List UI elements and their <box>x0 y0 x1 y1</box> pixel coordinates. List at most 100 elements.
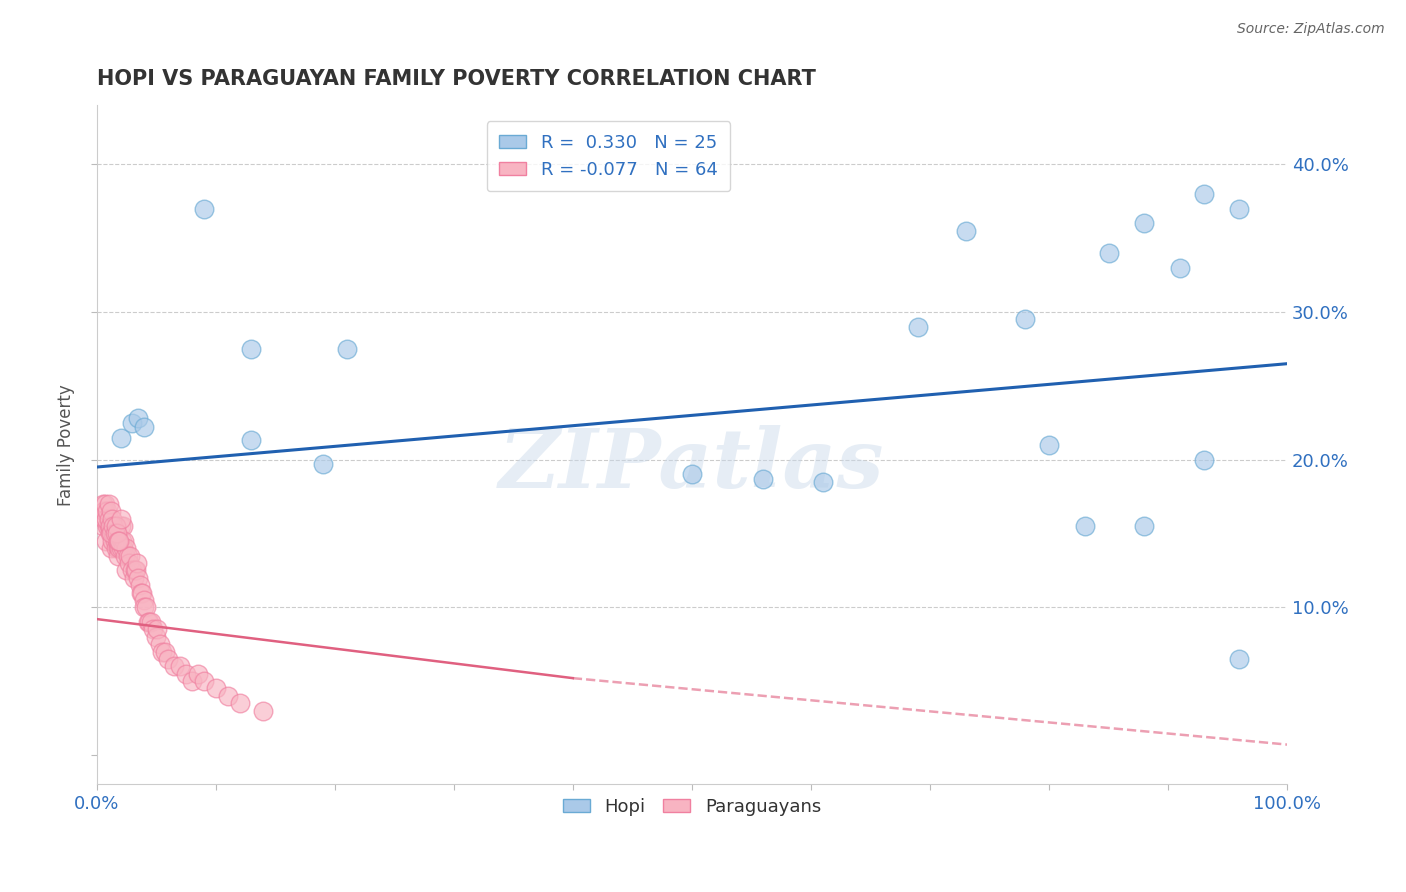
Point <box>107 549 129 563</box>
Point <box>103 526 125 541</box>
Point <box>1168 260 1191 275</box>
Point <box>169 659 191 673</box>
Point <box>104 519 127 533</box>
Point <box>115 563 138 577</box>
Point <box>112 533 135 548</box>
Point <box>105 526 128 541</box>
Point <box>108 541 131 556</box>
Point <box>153 644 176 658</box>
Point <box>146 623 169 637</box>
Point <box>93 512 115 526</box>
Y-axis label: Family Poverty: Family Poverty <box>58 384 75 506</box>
Point <box>217 689 239 703</box>
Point <box>98 526 121 541</box>
Point <box>149 637 172 651</box>
Point <box>114 549 136 563</box>
Point <box>134 600 156 615</box>
Point <box>1097 246 1119 260</box>
Point <box>131 585 153 599</box>
Point <box>91 497 114 511</box>
Point <box>101 533 124 548</box>
Text: HOPI VS PARAGUAYAN FAMILY POVERTY CORRELATION CHART: HOPI VS PARAGUAYAN FAMILY POVERTY CORREL… <box>97 69 815 88</box>
Point <box>124 563 146 577</box>
Point <box>134 420 156 434</box>
Point <box>129 585 152 599</box>
Point <box>145 630 167 644</box>
Point <box>91 519 114 533</box>
Point <box>1192 452 1215 467</box>
Point <box>752 472 775 486</box>
Point <box>204 681 226 696</box>
Point <box>240 434 263 448</box>
Point <box>811 475 834 489</box>
Point <box>187 666 209 681</box>
Point <box>128 578 150 592</box>
Point <box>157 652 180 666</box>
Point <box>111 519 134 533</box>
Point <box>125 563 148 577</box>
Point <box>100 526 122 541</box>
Point <box>101 512 124 526</box>
Point <box>111 533 134 548</box>
Point <box>141 615 163 629</box>
Point <box>94 504 117 518</box>
Point <box>110 512 132 526</box>
Point <box>252 704 274 718</box>
Point <box>1133 519 1156 533</box>
Point <box>142 623 165 637</box>
Point <box>136 615 159 629</box>
Point <box>118 549 141 563</box>
Point <box>97 512 120 526</box>
Point <box>174 666 197 681</box>
Point <box>107 541 129 556</box>
Point <box>96 519 118 533</box>
Point <box>103 533 125 548</box>
Point <box>134 593 156 607</box>
Text: ZIPatlas: ZIPatlas <box>499 425 884 505</box>
Point <box>1192 186 1215 201</box>
Point <box>108 533 131 548</box>
Point <box>1229 202 1251 216</box>
Point <box>97 512 120 526</box>
Point <box>96 533 118 548</box>
Point <box>110 541 132 556</box>
Point <box>97 519 120 533</box>
Point <box>104 541 127 556</box>
Point <box>955 224 977 238</box>
Point <box>127 571 149 585</box>
Point <box>110 519 132 533</box>
Point <box>103 519 125 533</box>
Point <box>127 556 149 570</box>
Point <box>127 411 149 425</box>
Point <box>193 674 215 689</box>
Point <box>1038 438 1060 452</box>
Point <box>111 541 134 556</box>
Point <box>98 519 121 533</box>
Point <box>118 556 141 570</box>
Point <box>93 504 115 518</box>
Point <box>181 674 204 689</box>
Point <box>100 519 122 533</box>
Point <box>134 600 156 615</box>
Point <box>121 563 143 577</box>
Point <box>907 319 929 334</box>
Point <box>681 467 703 482</box>
Point <box>100 504 122 518</box>
Point <box>110 430 132 444</box>
Point <box>107 533 129 548</box>
Point <box>103 519 125 533</box>
Point <box>193 202 215 216</box>
Point <box>1014 312 1036 326</box>
Point <box>100 541 122 556</box>
Point <box>228 696 250 710</box>
Point <box>163 659 186 673</box>
Point <box>122 571 145 585</box>
Point <box>96 512 118 526</box>
Point <box>121 416 143 430</box>
Point <box>312 457 335 471</box>
Point <box>104 526 127 541</box>
Point <box>96 504 118 518</box>
Point <box>103 526 125 541</box>
Point <box>117 549 139 563</box>
Text: Source: ZipAtlas.com: Source: ZipAtlas.com <box>1237 22 1385 37</box>
